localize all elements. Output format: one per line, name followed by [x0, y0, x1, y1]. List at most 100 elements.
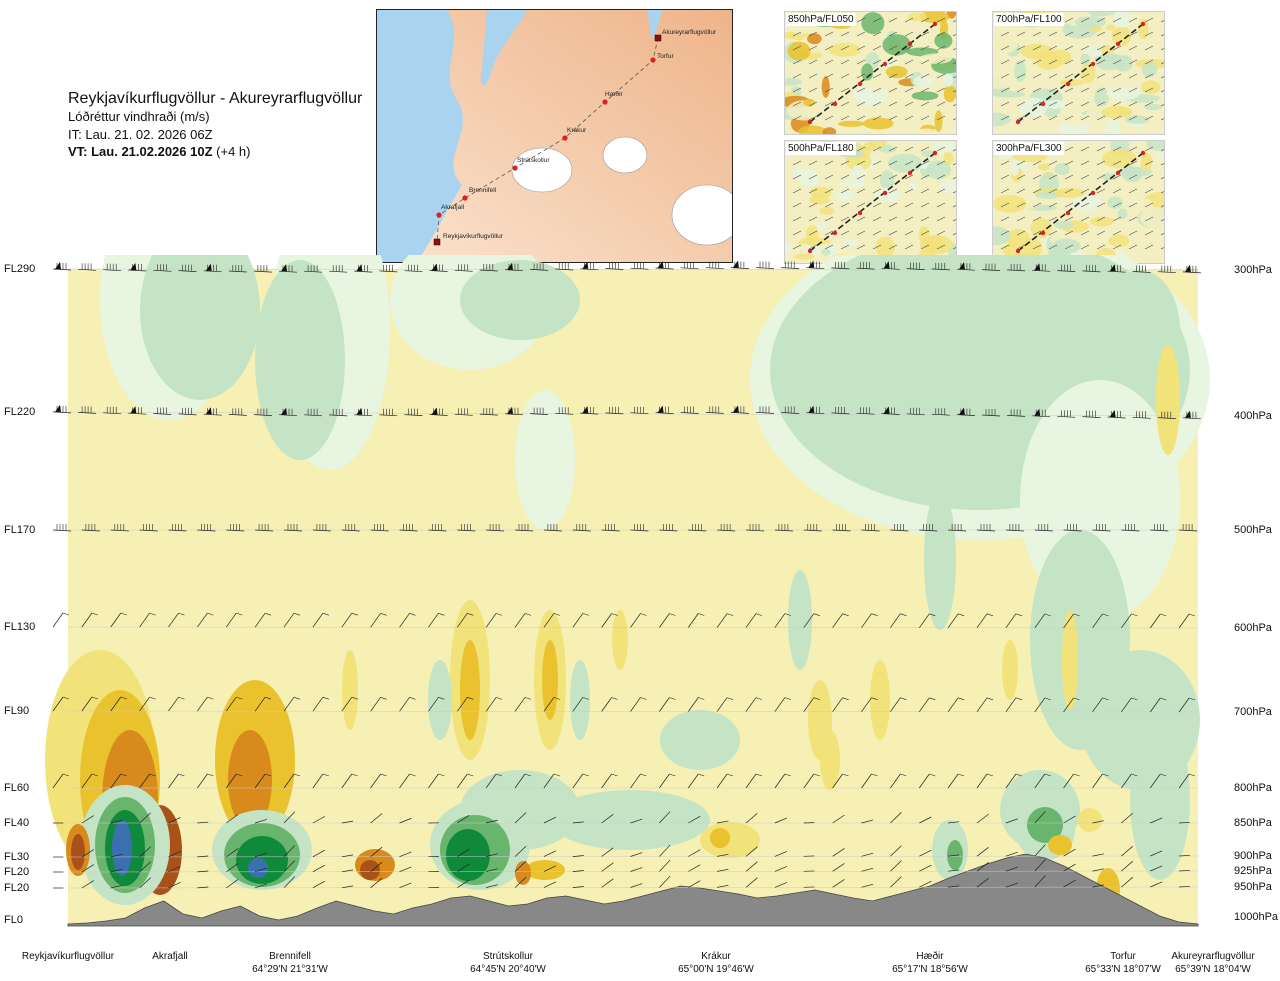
panel-850hpa[interactable]: 850hPa/FL050: [784, 11, 957, 135]
barb-shaft: [861, 773, 872, 789]
field-contour: [1027, 807, 1063, 843]
panel-shading: [792, 166, 806, 181]
barb-feather: [380, 697, 387, 700]
barb-feather: [900, 613, 907, 616]
barb-shaft: [283, 876, 296, 889]
wind-barb: [1082, 264, 1101, 273]
panel-wind-barb: [1032, 59, 1042, 65]
wind-barb: [1150, 697, 1167, 713]
barb-shaft: [543, 697, 555, 712]
barb-shaft: [832, 814, 845, 824]
panel-shading: [1144, 103, 1163, 111]
waypoint-marker: [433, 238, 441, 246]
wind-barb: [976, 813, 989, 824]
panel-wind-barb: [824, 188, 834, 194]
panel-wind-barb: [1000, 230, 1010, 236]
panel-waypoint: [882, 61, 888, 67]
lead-time: (+4 h): [216, 144, 251, 159]
wind-barb: [659, 613, 676, 628]
barb-feather: [698, 697, 705, 700]
panel-wind-barb: [856, 17, 866, 23]
panel-wind-barb: [872, 87, 882, 93]
panel-wind-barb: [1128, 146, 1138, 152]
panel-wind-barb: [856, 202, 866, 208]
wind-barb: [457, 863, 470, 872]
barb-shaft: [1121, 697, 1132, 713]
panel-wind-barb: [1016, 59, 1026, 65]
panel-wind-barb: [1064, 216, 1074, 222]
panel-shading: [913, 75, 934, 88]
wind-barb: [976, 847, 989, 857]
wind-barb: [861, 524, 880, 532]
panel-wind-barb: [904, 230, 914, 236]
panel-wind-barb: [1128, 73, 1138, 79]
panel-300hpa[interactable]: 300hPa/FL300: [992, 140, 1165, 264]
panel-wind-barb: [856, 174, 866, 180]
panel-wind-barb: [808, 45, 818, 51]
panel-shading: [1121, 165, 1143, 183]
barb-shaft: [572, 773, 584, 789]
barb-shaft: [832, 697, 843, 712]
barb-feather: [91, 696, 98, 700]
panel-wind-barb: [1128, 230, 1138, 236]
barb-shaft: [486, 853, 498, 857]
barb-shaft: [253, 414, 272, 416]
panel-wind-barb: [888, 188, 898, 194]
barb-shaft: [601, 847, 614, 857]
barb-shaft: [981, 414, 1001, 417]
glacier-3: [671, 184, 732, 246]
barb-shaft: [226, 696, 237, 712]
panel-shading: [1074, 16, 1107, 28]
field-contour: [1078, 808, 1102, 832]
panel-shading: [885, 65, 908, 79]
panel-waypoint: [1090, 61, 1096, 67]
panel-shading: [943, 73, 954, 87]
barb-shaft: [856, 267, 875, 270]
wind-barb: [688, 524, 707, 532]
panel-wind-barb: [1016, 31, 1026, 37]
panel-wind-barb: [920, 174, 930, 180]
barb-pennant: [356, 407, 363, 415]
wind-barb: [278, 264, 298, 273]
panel-wind-barb: [1160, 62, 1164, 65]
panel-wind-barb: [1064, 230, 1074, 236]
barb-feather: [1073, 613, 1080, 617]
wind-barb: [168, 773, 185, 789]
panel-wind-barb: [952, 219, 956, 222]
panel-shading: [833, 191, 856, 202]
panel-wind-barb: [936, 87, 946, 93]
panel-shading: [1019, 97, 1048, 118]
wind-barb: [312, 880, 326, 889]
panel-500hpa[interactable]: 500hPa/FL180: [784, 140, 957, 264]
barb-feather: [120, 696, 127, 700]
panel-wind-barb: [888, 244, 898, 250]
barb-shaft: [630, 883, 643, 888]
wind-barb: [370, 773, 387, 789]
barb-feather: [149, 773, 156, 777]
panel-shading: [1061, 113, 1093, 127]
field-contour: [360, 860, 380, 880]
barb-shaft: [168, 529, 187, 532]
wind-barb: [197, 612, 214, 628]
barb-shaft: [203, 413, 222, 416]
barb-shaft: [659, 844, 671, 857]
wind-barb: [341, 524, 360, 532]
panel-wind-barb: [1000, 101, 1010, 107]
barb-shaft: [312, 696, 324, 712]
panel-wind-barb: [792, 244, 802, 250]
barb-shaft: [717, 868, 729, 872]
wind-barb: [717, 820, 729, 824]
barb-shaft: [457, 815, 470, 824]
panel-wind-barb: [1048, 188, 1058, 194]
barb-shaft: [948, 529, 967, 532]
wind-barb: [659, 875, 671, 888]
panel-700hpa[interactable]: 700hPa/FL100: [992, 11, 1165, 135]
panel-shading: [868, 141, 887, 149]
barb-shaft: [341, 773, 353, 789]
barb-shaft: [655, 267, 674, 270]
barb-shaft: [1179, 855, 1190, 857]
barb-shaft: [1121, 613, 1132, 629]
panel-wind-barb: [888, 160, 898, 166]
barb-shaft: [379, 414, 398, 417]
barb-feather: [582, 697, 589, 700]
